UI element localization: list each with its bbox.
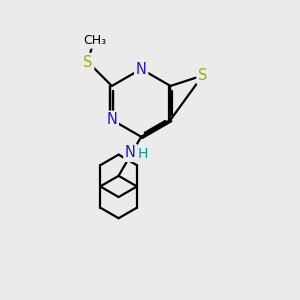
Text: H: H [138, 147, 148, 161]
Text: S: S [83, 55, 93, 70]
Text: S: S [198, 68, 207, 83]
Text: CH₃: CH₃ [83, 34, 106, 47]
Text: N: N [106, 112, 117, 127]
Text: N: N [136, 61, 147, 76]
Text: N: N [125, 146, 136, 160]
